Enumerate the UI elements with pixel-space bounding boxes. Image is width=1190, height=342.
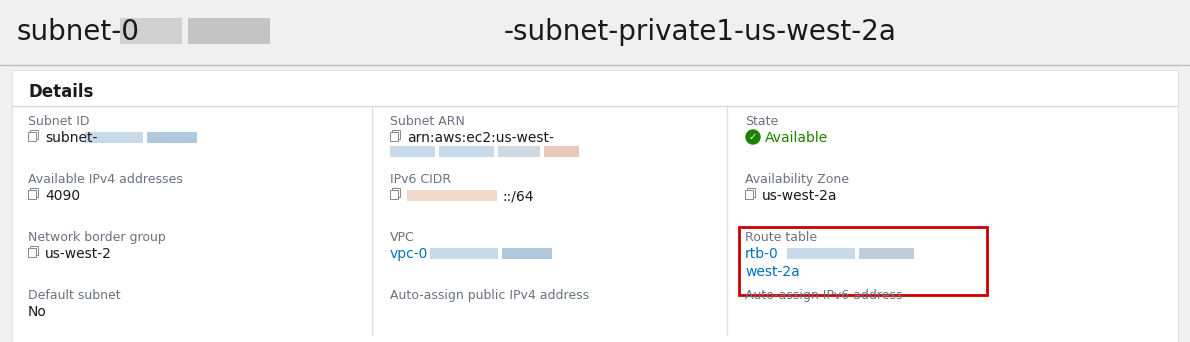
Bar — [29, 190, 36, 199]
Text: subnet-: subnet- — [45, 131, 98, 145]
FancyBboxPatch shape — [439, 146, 494, 157]
FancyBboxPatch shape — [390, 146, 436, 157]
Text: west-2a: west-2a — [745, 265, 800, 279]
Text: us-west-2a: us-west-2a — [762, 189, 838, 203]
Text: -subnet-private1-us-west-2a: -subnet-private1-us-west-2a — [503, 18, 896, 47]
FancyBboxPatch shape — [84, 132, 143, 143]
FancyBboxPatch shape — [407, 190, 497, 201]
Text: subnet-0: subnet-0 — [15, 18, 139, 47]
Bar — [392, 188, 400, 197]
Bar — [745, 190, 753, 199]
Bar — [29, 132, 36, 141]
Bar — [30, 130, 38, 139]
Bar — [29, 248, 36, 257]
Bar — [30, 188, 38, 197]
Text: vpc-0: vpc-0 — [390, 247, 428, 261]
FancyBboxPatch shape — [502, 248, 552, 259]
FancyBboxPatch shape — [120, 18, 182, 44]
Text: Subnet ARN: Subnet ARN — [390, 115, 465, 128]
FancyBboxPatch shape — [430, 248, 497, 259]
Text: Network border group: Network border group — [29, 231, 165, 244]
FancyBboxPatch shape — [148, 132, 198, 143]
FancyBboxPatch shape — [544, 146, 580, 157]
Text: Auto-assign public IPv4 address: Auto-assign public IPv4 address — [390, 289, 589, 302]
Bar — [390, 132, 397, 141]
Bar — [12, 70, 1178, 342]
Bar — [30, 246, 38, 255]
Bar — [390, 190, 397, 199]
FancyBboxPatch shape — [859, 248, 914, 259]
Text: State: State — [745, 115, 778, 128]
Text: arn:aws:ec2:us-west-: arn:aws:ec2:us-west- — [407, 131, 553, 145]
FancyBboxPatch shape — [739, 227, 987, 295]
Text: 4090: 4090 — [45, 189, 80, 203]
FancyBboxPatch shape — [787, 248, 854, 259]
Text: Route table: Route table — [745, 231, 818, 244]
Text: IPv6 CIDR: IPv6 CIDR — [390, 173, 451, 186]
Bar — [392, 130, 400, 139]
Bar — [0, 0, 1190, 65]
FancyBboxPatch shape — [497, 146, 540, 157]
Text: Available: Available — [765, 131, 828, 145]
Circle shape — [746, 130, 760, 144]
Text: us-west-2: us-west-2 — [45, 247, 112, 261]
FancyBboxPatch shape — [188, 18, 270, 44]
Text: Subnet ID: Subnet ID — [29, 115, 89, 128]
Text: ::/64: ::/64 — [502, 189, 533, 203]
Text: VPC: VPC — [390, 231, 415, 244]
Text: Available IPv4 addresses: Available IPv4 addresses — [29, 173, 183, 186]
Bar — [747, 188, 754, 197]
Text: Availability Zone: Availability Zone — [745, 173, 848, 186]
Text: rtb-0: rtb-0 — [745, 247, 778, 261]
Text: ✓: ✓ — [749, 132, 757, 142]
Text: No: No — [29, 305, 46, 319]
Text: Auto-assign IPv6 address: Auto-assign IPv6 address — [745, 289, 902, 302]
Text: Default subnet: Default subnet — [29, 289, 120, 302]
Text: Details: Details — [29, 83, 93, 101]
